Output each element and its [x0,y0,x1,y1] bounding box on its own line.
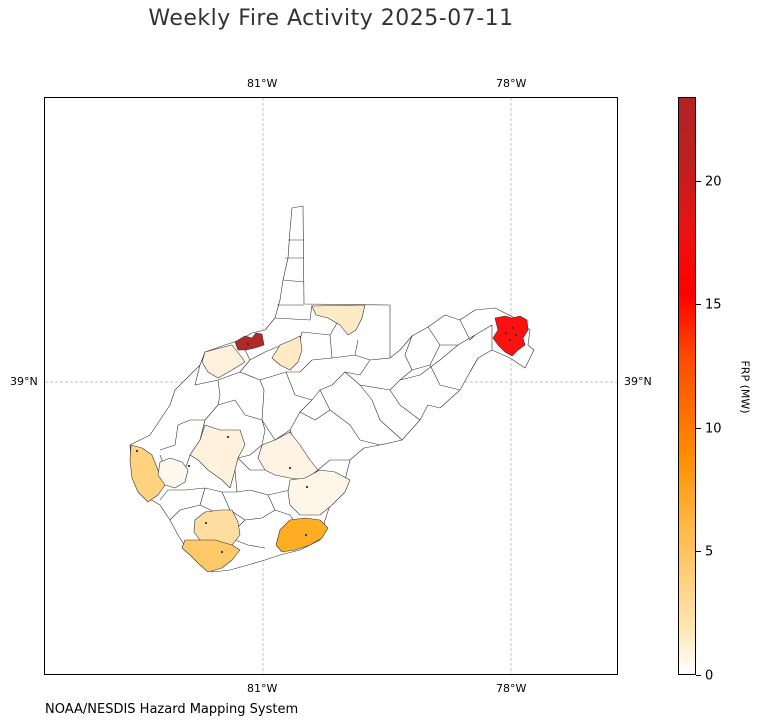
lon-label-top-81w: 81°W [247,77,278,90]
county-fire-6 [311,304,366,336]
county-layer [129,205,535,573]
county-fire-12 [157,457,189,489]
colorbar-tick-label-0: 0 [705,668,714,684]
county-fire-11 [287,469,351,516]
colorbar-tick-10 [696,428,701,429]
colorbar-tick-label-5: 5 [705,544,714,560]
colorbar-tick-5 [696,551,701,552]
colorbar-tick-label-10: 10 [705,421,722,437]
lat-label-right-39n: 39°N [624,375,652,388]
lon-label-bottom-81w: 81°W [247,682,278,695]
map-frame [44,97,618,675]
state-outline [129,205,535,573]
fire-detection-points [135,326,518,554]
county-fire-1 [234,332,265,351]
county-fire-5 [193,509,241,546]
map-title: Weekly Fire Activity 2025-07-11 [148,6,514,31]
lon-label-bottom-78w: 78°W [496,682,527,695]
county-fire-8 [201,344,246,379]
colorbar-tick-0 [696,675,701,676]
source-credit: NOAA/NESDIS Hazard Mapping System [45,702,299,717]
lat-label-left-39n: 39°N [10,375,38,388]
county-fire-4 [129,444,166,503]
colorbar-tick-label-20: 20 [705,174,722,190]
colorbar-tick-15 [696,304,701,305]
county-fire-9 [189,424,246,489]
colorbar-tick-20 [696,181,701,182]
colorbar-label: FRP (MW) [738,360,752,414]
colorbar [678,97,696,675]
county-fire-7 [271,335,303,371]
lon-label-top-78w: 78°W [496,77,527,90]
colorbar-tick-label-15: 15 [705,297,722,313]
county-fire-0 [492,315,529,357]
county-fire-2 [275,517,329,553]
